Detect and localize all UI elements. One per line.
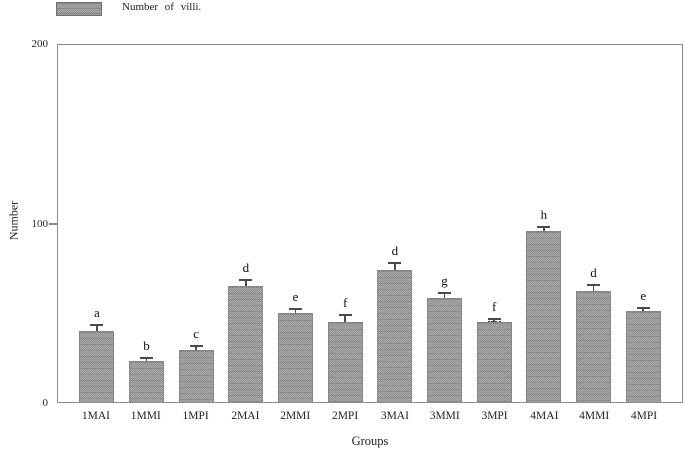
bar-group-4mai: h bbox=[519, 45, 569, 402]
x-tick-label-1mai: 1MAI bbox=[81, 410, 110, 422]
bar-3mmi bbox=[427, 298, 463, 402]
error-bar-upper-cap bbox=[189, 344, 203, 347]
error-bar-upper-cap bbox=[487, 317, 501, 320]
significance-letter: e bbox=[640, 288, 647, 304]
x-tick-label-4mpi: 4MPI bbox=[630, 410, 658, 422]
significance-letter: f bbox=[343, 295, 348, 311]
y-tick-label-0: 0 bbox=[42, 397, 49, 409]
error-bar-upper-cap bbox=[636, 307, 650, 310]
y-tick-mark-100 bbox=[49, 223, 57, 225]
bar-group-2mai: d bbox=[221, 45, 271, 402]
bar-1mmi bbox=[129, 360, 164, 402]
bar-4mmi bbox=[576, 291, 612, 402]
x-tick-label-2mpi: 2MPI bbox=[331, 410, 359, 422]
x-axis-tick-labels: 1MAI 1MMI 1MPI 2MAI 2MMI 2MPI 3MAI 3MMI 3MPI 4MAI… bbox=[57, 410, 683, 422]
bar-1mpi bbox=[178, 350, 214, 402]
x-tick-label-3mai: 3MAI bbox=[380, 410, 409, 422]
significance-letter: d bbox=[242, 259, 250, 275]
y-tick-label-100: 100 bbox=[31, 218, 49, 230]
error-bar-upper-cap bbox=[438, 292, 452, 295]
x-tick-label-2mmi: 2MMI bbox=[280, 410, 311, 422]
error-bar-line bbox=[443, 294, 446, 303]
bar-group-3mpi: f bbox=[469, 45, 519, 402]
bar-group-3mmi: g bbox=[420, 45, 470, 402]
x-tick-label-4mmi: 4MMI bbox=[579, 410, 610, 422]
x-tick-label-2mai: 2MAI bbox=[231, 410, 260, 422]
error-bar-line bbox=[592, 285, 595, 297]
error-bar-upper-cap bbox=[239, 278, 253, 281]
error-bar-upper-cap bbox=[289, 308, 303, 311]
x-tick-label-3mpi: 3MPI bbox=[481, 410, 508, 422]
x-tick-label-1mpi: 1MPI bbox=[182, 410, 209, 422]
significance-letter: d bbox=[590, 264, 597, 280]
x-tick-label-3mmi: 3MMI bbox=[429, 410, 460, 422]
legend-label: Number of villi. bbox=[122, 1, 202, 13]
significance-letter: b bbox=[143, 338, 150, 354]
bar-2mpi bbox=[327, 321, 363, 402]
x-tick-label-4mai: 4MAI bbox=[530, 410, 559, 422]
bar-group-1mai: a bbox=[72, 45, 122, 402]
bar-1mai bbox=[79, 330, 115, 402]
error-bar-line bbox=[96, 326, 98, 336]
plot-area: a b c d e f d g f h d e bbox=[57, 44, 683, 403]
bar-group-4mmi: d bbox=[569, 45, 619, 402]
significance-letter: g bbox=[441, 273, 448, 289]
error-bar-upper-cap bbox=[587, 283, 601, 286]
bar-4mpi bbox=[625, 310, 661, 402]
bar-group-2mmi: e bbox=[271, 45, 321, 402]
error-bar-upper-cap bbox=[388, 261, 402, 264]
bar-group-4mpi: e bbox=[618, 45, 668, 402]
significance-letter: f bbox=[492, 298, 497, 314]
error-bar-upper-cap bbox=[338, 314, 352, 317]
significance-letter: h bbox=[540, 206, 548, 222]
y-axis-title: Number bbox=[6, 200, 21, 241]
error-bar-line bbox=[344, 316, 346, 328]
bar-3mpi bbox=[476, 321, 512, 402]
significance-letter: c bbox=[193, 325, 200, 341]
bar-group-3mai: d bbox=[370, 45, 420, 402]
significance-letter: a bbox=[93, 305, 100, 321]
bar-2mai bbox=[228, 285, 264, 402]
significance-letter: d bbox=[391, 242, 399, 258]
bar-2mmi bbox=[278, 312, 314, 402]
error-bar-upper-cap bbox=[537, 225, 551, 228]
error-bar-upper-cap bbox=[90, 324, 104, 327]
y-tick-label-200: 200 bbox=[31, 38, 49, 50]
bar-4mai bbox=[526, 230, 562, 402]
bar-group-2mpi: f bbox=[320, 45, 370, 402]
error-bar-upper-cap bbox=[140, 357, 153, 360]
x-axis-title: Groups bbox=[351, 434, 389, 448]
x-tick-label-1mmi: 1MMI bbox=[130, 410, 161, 422]
bar-group-1mpi: c bbox=[171, 45, 221, 402]
bar-3mai bbox=[377, 269, 413, 402]
bar-group-1mmi: b bbox=[122, 45, 172, 402]
significance-letter: e bbox=[292, 289, 299, 305]
legend-swatch bbox=[56, 2, 102, 16]
